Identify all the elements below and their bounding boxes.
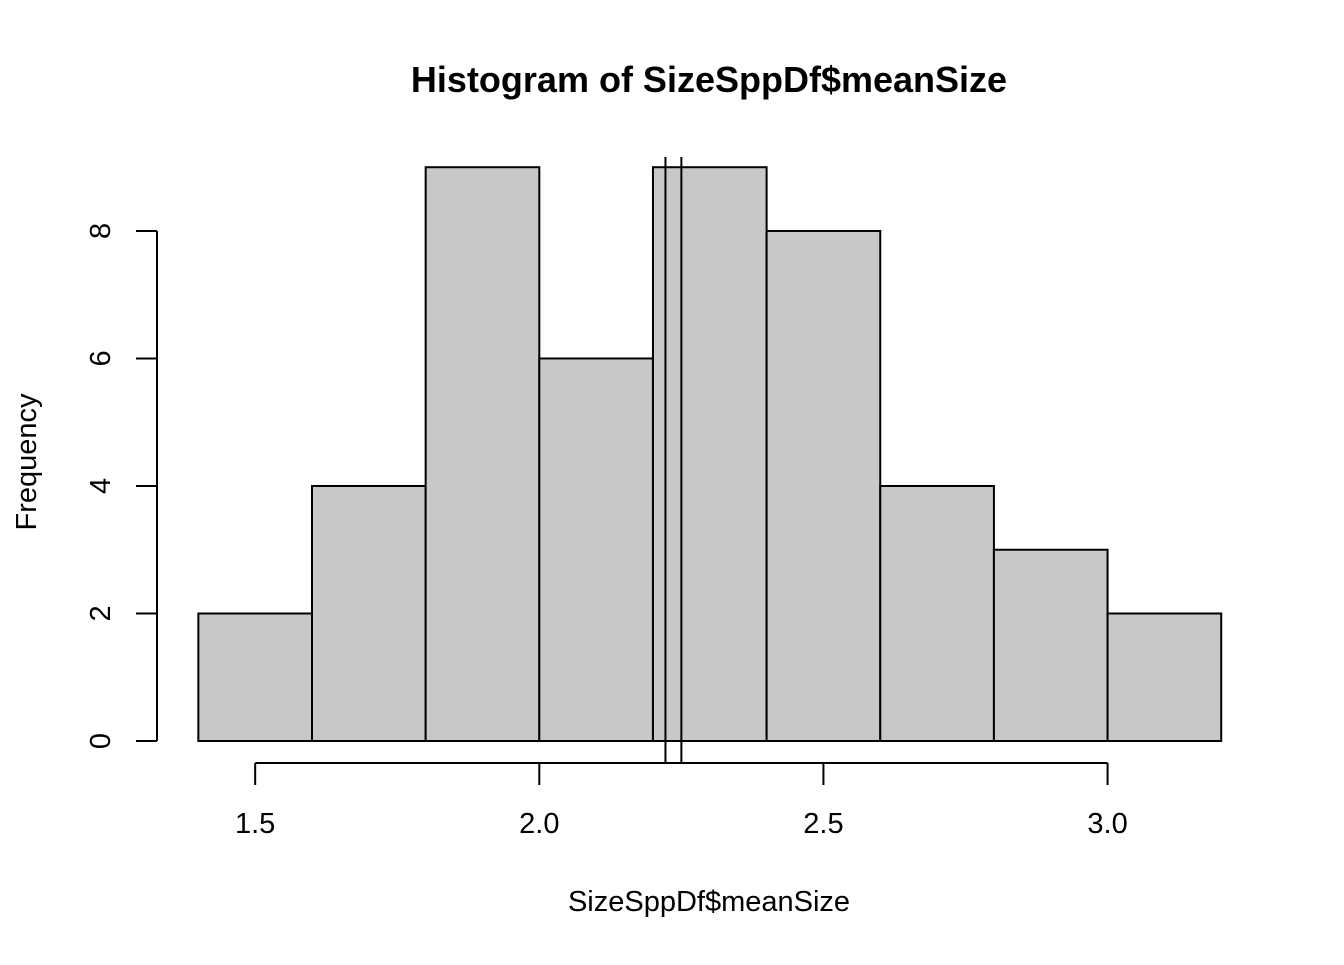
histogram-bar-7 <box>992 548 1109 742</box>
histogram-bar-6 <box>879 484 995 742</box>
histogram-bar-0 <box>197 612 313 742</box>
y-axis-label: Frequency <box>11 393 43 531</box>
x-tick-label-2: 2.5 <box>803 808 843 840</box>
x-tick-label-1: 2.0 <box>519 808 559 840</box>
x-tick-label-0: 1.5 <box>235 808 275 840</box>
y-tick-label-2: 4 <box>85 478 117 494</box>
x-axis: 1.5 2.0 2.5 3.0 <box>235 762 1128 840</box>
histogram-bar-4 <box>651 166 768 743</box>
histogram-bar-8 <box>1106 612 1223 742</box>
histogram-bar-2 <box>424 166 541 743</box>
y-tick-label-0: 0 <box>85 733 117 749</box>
bars-group <box>197 166 1223 743</box>
histogram-bar-1 <box>310 484 427 742</box>
chart-title: Histogram of SizeSppDf$meanSize <box>411 59 1007 100</box>
vertical-lines-group <box>664 157 683 763</box>
y-tick-label-3: 6 <box>85 350 117 366</box>
x-tick-label-3: 3.0 <box>1087 808 1127 840</box>
histogram-bar-5 <box>765 229 882 742</box>
y-axis: 0 2 4 6 8 <box>85 223 158 749</box>
y-tick-label-1: 2 <box>85 605 117 621</box>
x-axis-label: SizeSppDf$meanSize <box>568 886 850 918</box>
histogram-bar-3 <box>538 357 654 742</box>
y-tick-label-4: 8 <box>85 223 117 239</box>
